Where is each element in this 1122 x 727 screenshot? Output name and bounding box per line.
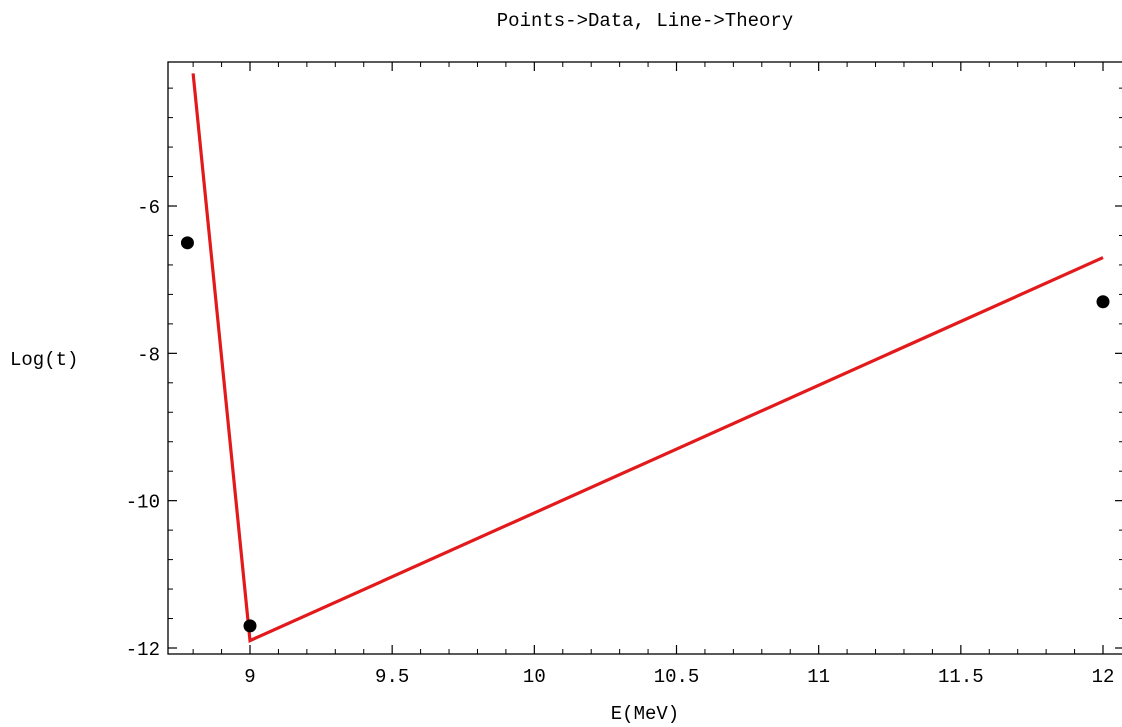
x-tick-label: 9.5: [375, 666, 409, 688]
y-tick-label: -10: [126, 492, 160, 514]
chart-title: Points->Data, Line->Theory: [497, 10, 793, 32]
y-tick-label: -8: [137, 344, 160, 366]
series-layer: [180, 73, 1110, 643]
x-tick-label: 11.5: [938, 666, 984, 688]
x-tick-label: 12: [1092, 666, 1115, 688]
x-tick-label: 9: [244, 666, 255, 688]
tick-labels-layer: 9 9.5 10 10.5 11 11.5 12 -6 -8 -10 -12: [126, 197, 1115, 688]
plot-frame: [167, 61, 1122, 655]
x-tick-label: 10.5: [654, 666, 700, 688]
data-point: [243, 619, 257, 633]
x-tick-label: 10: [523, 666, 546, 688]
data-point: [1096, 295, 1110, 309]
theory-line: [191, 73, 1104, 643]
y-tick-label: -12: [126, 639, 160, 661]
y-tick-label: -6: [137, 197, 160, 219]
data-point: [180, 236, 194, 250]
ticks-layer: [168, 62, 1122, 654]
x-tick-label: 11: [807, 666, 830, 688]
y-axis-label: Log(t): [10, 349, 78, 371]
x-axis-label: E(MeV): [611, 703, 679, 725]
